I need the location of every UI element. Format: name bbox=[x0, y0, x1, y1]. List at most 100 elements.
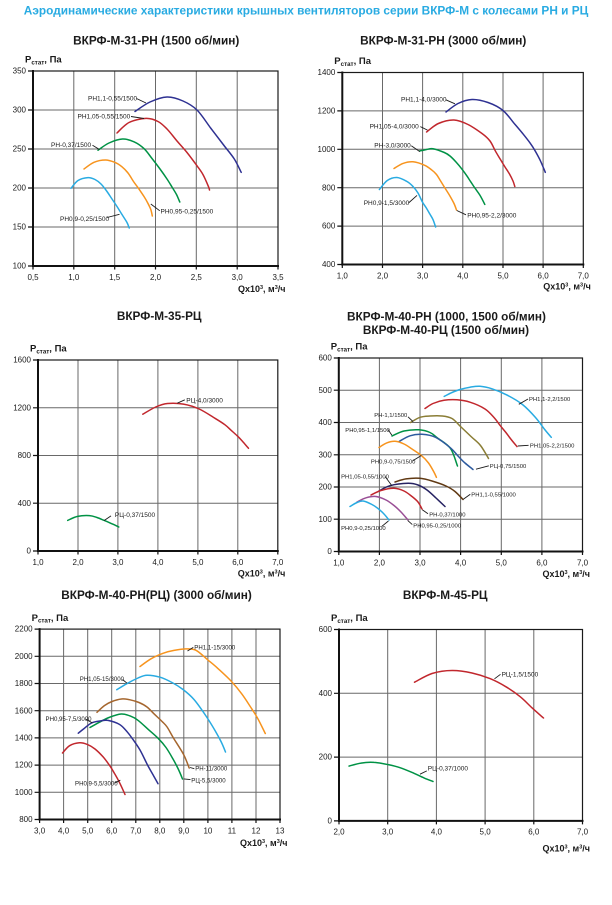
svg-text:800: 800 bbox=[322, 183, 336, 192]
svg-text:100: 100 bbox=[318, 515, 332, 524]
svg-text:300: 300 bbox=[13, 106, 27, 115]
svg-text:3,0: 3,0 bbox=[34, 826, 46, 835]
svg-text:5,0: 5,0 bbox=[82, 826, 94, 835]
svg-text:РН1,1-2,2/1500: РН1,1-2,2/1500 bbox=[529, 397, 571, 403]
svg-text:РН1,1-15/3000: РН1,1-15/3000 bbox=[194, 644, 236, 651]
svg-text:3,0: 3,0 bbox=[414, 558, 426, 567]
svg-text:7,0: 7,0 bbox=[577, 558, 589, 567]
svg-text:1400: 1400 bbox=[318, 68, 336, 77]
svg-text:ВКРФ-М-40-РН(РЦ) (3000 об/мин): ВКРФ-М-40-РН(РЦ) (3000 об/мин) bbox=[61, 588, 252, 602]
svg-text:РЦ-5,5/3000: РЦ-5,5/3000 bbox=[191, 777, 226, 784]
svg-text:1000: 1000 bbox=[318, 145, 336, 154]
svg-text:РН1,05-15/3000: РН1,05-15/3000 bbox=[80, 676, 125, 683]
svg-text:6,0: 6,0 bbox=[106, 826, 118, 835]
svg-text:РН0,9-5,5/3000: РН0,9-5,5/3000 bbox=[75, 780, 118, 787]
svg-text:Рстат, Па: Рстат, Па bbox=[334, 56, 371, 68]
svg-text:Аэродинамические характеристик: Аэродинамические характеристики крышных … bbox=[24, 3, 589, 17]
svg-text:1200: 1200 bbox=[13, 403, 31, 412]
svg-text:ВКРФ-М-35-РЦ: ВКРФ-М-35-РЦ bbox=[117, 309, 202, 323]
svg-text:1,0: 1,0 bbox=[32, 558, 44, 567]
svg-text:РН1,05-0,55/1500: РН1,05-0,55/1500 bbox=[78, 113, 131, 120]
svg-text:ВКРФ-М-45-РЦ: ВКРФ-М-45-РЦ bbox=[403, 588, 488, 602]
svg-text:13: 13 bbox=[276, 826, 285, 835]
svg-text:12: 12 bbox=[252, 826, 261, 835]
svg-text:РН-0,37/1000: РН-0,37/1000 bbox=[429, 513, 466, 519]
svg-text:5,0: 5,0 bbox=[496, 558, 508, 567]
svg-text:0: 0 bbox=[327, 547, 332, 556]
svg-text:0: 0 bbox=[27, 547, 32, 556]
svg-text:Qх103, м3/ч: Qх103, м3/ч bbox=[542, 843, 590, 853]
svg-text:5,0: 5,0 bbox=[497, 271, 509, 280]
svg-text:2,0: 2,0 bbox=[150, 273, 162, 282]
svg-text:РН1,1-0,55/1000: РН1,1-0,55/1000 bbox=[471, 493, 516, 499]
svg-text:ВКРФ-М-31-РН (1500 об/мин): ВКРФ-М-31-РН (1500 об/мин) bbox=[73, 33, 239, 47]
svg-text:2200: 2200 bbox=[15, 625, 33, 634]
svg-text:Рстат, Па: Рстат, Па bbox=[331, 342, 368, 354]
svg-text:ВКРФ-М-40-РН (1000, 1500 об/ми: ВКРФ-М-40-РН (1000, 1500 об/мин) bbox=[347, 309, 546, 323]
svg-text:6,0: 6,0 bbox=[538, 271, 550, 280]
svg-text:7,0: 7,0 bbox=[577, 828, 589, 837]
svg-text:100: 100 bbox=[13, 262, 27, 271]
svg-text:РН-0,37/1500: РН-0,37/1500 bbox=[51, 142, 91, 149]
svg-text:10: 10 bbox=[203, 826, 212, 835]
svg-text:6,0: 6,0 bbox=[536, 558, 548, 567]
svg-text:1,5: 1,5 bbox=[109, 273, 121, 282]
svg-text:Qх103, м3/ч: Qх103, м3/ч bbox=[238, 568, 286, 578]
svg-text:1,0: 1,0 bbox=[337, 271, 349, 280]
svg-text:4,0: 4,0 bbox=[431, 828, 443, 837]
svg-text:РЦ-0,37/1000: РЦ-0,37/1000 bbox=[428, 766, 469, 773]
svg-text:РЦ-0,75/1500: РЦ-0,75/1500 bbox=[490, 464, 527, 470]
svg-text:400: 400 bbox=[318, 418, 332, 427]
svg-text:3,0: 3,0 bbox=[382, 828, 394, 837]
svg-text:2,0: 2,0 bbox=[72, 558, 84, 567]
svg-text:2000: 2000 bbox=[15, 652, 33, 661]
svg-text:500: 500 bbox=[318, 386, 332, 395]
svg-text:200: 200 bbox=[318, 483, 332, 492]
svg-text:150: 150 bbox=[13, 223, 27, 232]
svg-text:600: 600 bbox=[318, 354, 332, 363]
svg-text:Рстат, Па: Рстат, Па bbox=[25, 55, 62, 67]
svg-text:РЦ-4,0/3000: РЦ-4,0/3000 bbox=[186, 397, 223, 404]
svg-text:РН-11/3000: РН-11/3000 bbox=[195, 766, 228, 773]
svg-text:РН0,95-0,25/1000: РН0,95-0,25/1000 bbox=[413, 524, 462, 530]
svg-text:РН1,05-0,55/1000: РН1,05-0,55/1000 bbox=[341, 475, 390, 481]
svg-text:Qх103, м3/ч: Qх103, м3/ч bbox=[542, 569, 590, 579]
svg-text:5,0: 5,0 bbox=[192, 558, 204, 567]
svg-text:400: 400 bbox=[322, 260, 336, 269]
svg-text:Qх103, м3/ч: Qх103, м3/ч bbox=[238, 284, 286, 294]
svg-text:800: 800 bbox=[19, 815, 33, 824]
svg-text:ВКРФ-М-40-РЦ (1500 об/мин): ВКРФ-М-40-РЦ (1500 об/мин) bbox=[363, 323, 529, 337]
svg-text:РЦ-0,37/1500: РЦ-0,37/1500 bbox=[115, 512, 156, 519]
svg-text:2,0: 2,0 bbox=[377, 271, 389, 280]
svg-text:4,0: 4,0 bbox=[58, 826, 70, 835]
svg-text:3,0: 3,0 bbox=[112, 558, 124, 567]
svg-text:1600: 1600 bbox=[13, 356, 31, 365]
svg-text:600: 600 bbox=[322, 222, 336, 231]
svg-text:8,0: 8,0 bbox=[154, 826, 166, 835]
svg-text:РН1,1-4,0/3000: РН1,1-4,0/3000 bbox=[401, 97, 447, 104]
svg-text:3,0: 3,0 bbox=[417, 271, 429, 280]
svg-text:1200: 1200 bbox=[15, 761, 33, 770]
svg-text:РЦ-1,5/1500: РЦ-1,5/1500 bbox=[502, 671, 539, 678]
svg-text:4,0: 4,0 bbox=[152, 558, 164, 567]
svg-text:7,0: 7,0 bbox=[578, 271, 590, 280]
svg-text:3,5: 3,5 bbox=[272, 273, 284, 282]
svg-text:9,0: 9,0 bbox=[178, 826, 190, 835]
svg-text:РН0,95-7,5/3000: РН0,95-7,5/3000 bbox=[46, 716, 93, 723]
svg-text:1200: 1200 bbox=[318, 107, 336, 116]
svg-text:250: 250 bbox=[13, 145, 27, 154]
svg-text:РН0,95-0,25/1500: РН0,95-0,25/1500 bbox=[161, 209, 214, 216]
svg-text:6,0: 6,0 bbox=[528, 828, 540, 837]
svg-text:РН0,9-0,75/1500: РН0,9-0,75/1500 bbox=[371, 459, 416, 465]
svg-text:Рстат, Па: Рстат, Па bbox=[32, 613, 69, 625]
svg-text:РН1,1-0,55/1500: РН1,1-0,55/1500 bbox=[88, 95, 138, 102]
svg-text:РН0,9-0,25/1500: РН0,9-0,25/1500 bbox=[60, 216, 110, 223]
svg-text:ВКРФ-М-31-РН (3000 об/мин): ВКРФ-М-31-РН (3000 об/мин) bbox=[360, 33, 526, 47]
svg-text:2,0: 2,0 bbox=[333, 828, 345, 837]
svg-text:800: 800 bbox=[18, 451, 32, 460]
svg-text:Qх103, м3/ч: Qх103, м3/ч bbox=[543, 281, 591, 291]
svg-text:РН0,95-1,1/1500: РН0,95-1,1/1500 bbox=[345, 428, 390, 434]
svg-text:РН-3,0/3000: РН-3,0/3000 bbox=[374, 143, 411, 150]
svg-text:Qх103, м3/ч: Qх103, м3/ч bbox=[240, 838, 288, 848]
svg-text:6,0: 6,0 bbox=[232, 558, 244, 567]
